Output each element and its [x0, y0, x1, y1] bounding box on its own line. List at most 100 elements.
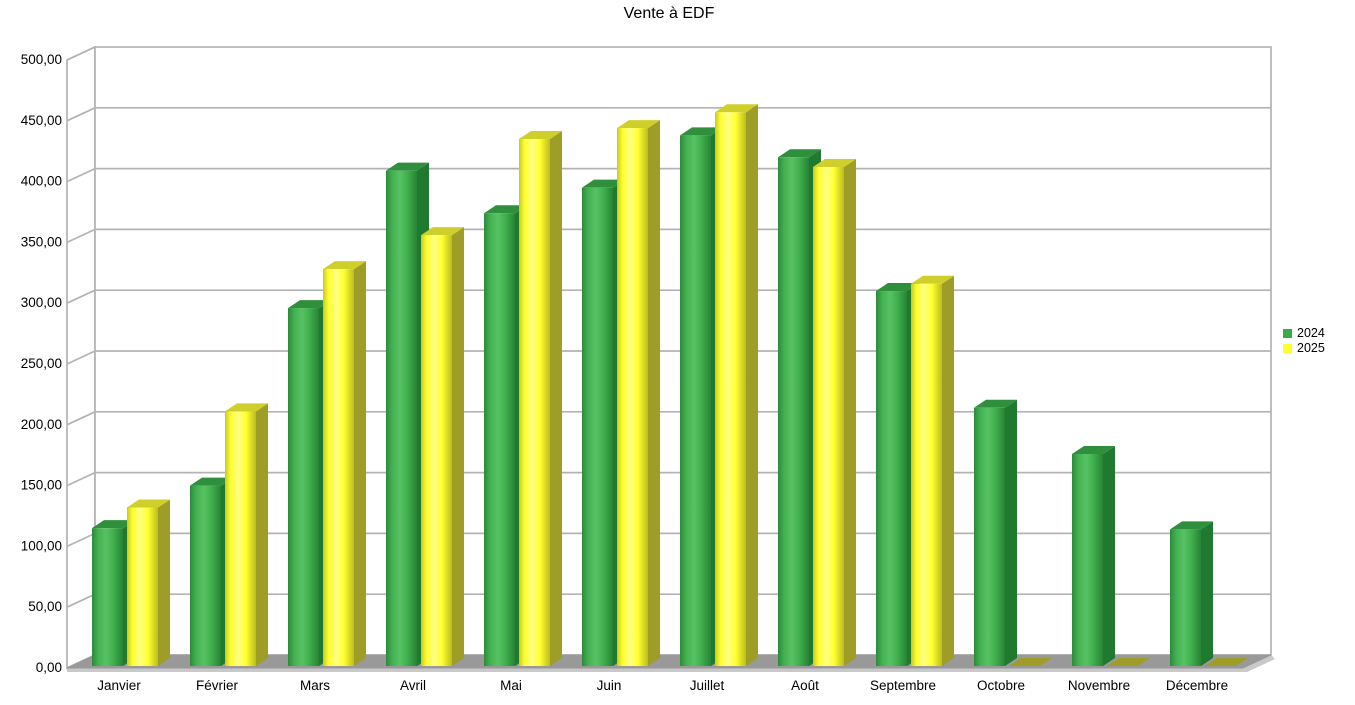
bar-side: [354, 261, 366, 666]
bar-top: [323, 261, 366, 270]
bar-top: [617, 120, 660, 129]
bar-side: [550, 131, 562, 667]
bar-side: [158, 499, 170, 666]
bar-2025-Janvier: [127, 499, 170, 666]
chart-title: Vente à EDF: [623, 5, 715, 22]
x-axis-label: Décembre: [1166, 678, 1228, 693]
bar-side: [1005, 399, 1017, 666]
bar-2025-Avril: [421, 227, 464, 666]
y-axis-label: 400,00: [21, 174, 62, 189]
bar-front: [617, 128, 648, 666]
floor: [67, 655, 1271, 668]
y-axis-label: 350,00: [21, 234, 62, 249]
bar-2025-Décembre: [1205, 658, 1248, 666]
bar-front: [190, 485, 221, 666]
bar-top: [1170, 521, 1213, 530]
y-axis-label: 0,00: [36, 660, 62, 675]
bar-side: [746, 104, 758, 666]
bar-top: [190, 477, 233, 486]
bar-top: [974, 399, 1017, 408]
x-axis-label: Octobre: [977, 678, 1025, 693]
bar-front: [778, 157, 809, 666]
y-tick-line: [66, 471, 96, 487]
bar-front: [421, 235, 452, 666]
x-axis-label: Août: [791, 678, 819, 693]
legend-label-2025: 2025: [1297, 341, 1325, 355]
y-tick-line: [66, 350, 96, 365]
bar-side: [452, 227, 464, 666]
bar-top: [127, 499, 170, 508]
x-axis-label: Juin: [597, 678, 622, 693]
bar-top: [421, 227, 464, 236]
bar-top: [813, 159, 856, 168]
x-axis-label: Janvier: [97, 678, 141, 693]
bar-2025-Août: [813, 159, 856, 666]
bar-front: [813, 167, 844, 666]
y-tick-line: [66, 107, 96, 122]
y-axis-label: 450,00: [21, 113, 62, 128]
bar-2025-Septembre: [911, 275, 954, 666]
bar-2024-Décembre: [1170, 521, 1213, 666]
bar-top: [911, 275, 954, 284]
x-axis-label: Juillet: [690, 678, 725, 693]
bar-zero-top: [1009, 658, 1052, 666]
bar-top: [715, 104, 758, 113]
bar-zero-top: [1107, 658, 1150, 666]
y-tick-line: [66, 411, 96, 426]
x-axis-label: Février: [196, 678, 239, 693]
y-axis-label: 50,00: [28, 599, 62, 614]
bar-2024-Octobre: [974, 399, 1017, 666]
bar-2025-Février: [225, 403, 268, 666]
bar-2024-Novembre: [1072, 445, 1115, 666]
x-axis-label: Avril: [400, 678, 426, 693]
bar-top: [92, 520, 135, 529]
y-tick-line: [66, 532, 96, 548]
legend-item-2025: 2025: [1283, 342, 1325, 354]
bar-front: [519, 139, 550, 667]
bar-zero-top: [1205, 658, 1248, 666]
bar-top: [876, 283, 919, 292]
y-tick-line: [66, 593, 96, 608]
y-axis-label: 500,00: [21, 52, 62, 67]
bar-2025-Novembre: [1107, 658, 1150, 666]
bar-front: [715, 112, 746, 666]
bar-front: [127, 507, 158, 666]
bar-side: [1103, 445, 1115, 666]
bar-front: [1170, 529, 1201, 666]
bar-2025-Juillet: [715, 104, 758, 666]
x-axis-label: Mars: [300, 678, 330, 693]
bar-side: [648, 120, 660, 666]
bar-side: [1201, 521, 1213, 666]
bar-front: [582, 187, 613, 666]
legend-label-2024: 2024: [1297, 326, 1325, 340]
bar-top: [680, 127, 723, 136]
floor-outline: [66, 654, 1272, 669]
x-axis-label: Mai: [500, 678, 522, 693]
y-axis-label: 250,00: [21, 356, 62, 371]
y-tick-line: [66, 167, 96, 183]
bar-top: [484, 205, 527, 214]
bar-front: [386, 170, 417, 666]
x-axis-label: Novembre: [1068, 678, 1130, 693]
bar-top: [386, 162, 429, 171]
y-axis-label: 300,00: [21, 295, 62, 310]
bar-front: [911, 283, 942, 666]
floor-front-edge: [67, 655, 1275, 672]
y-axis-label: 200,00: [21, 417, 62, 432]
chart-legend: 2024 2025: [1283, 327, 1325, 354]
bar-2024-Mai: [484, 205, 527, 666]
y-tick-line: [66, 46, 96, 61]
bar-front: [288, 308, 319, 666]
bar-front: [92, 528, 123, 666]
bar-front: [680, 135, 711, 667]
bar-top: [288, 300, 331, 309]
x-axis-label: Septembre: [870, 678, 936, 693]
y-tick-line: [66, 228, 96, 244]
bar-side: [942, 275, 954, 666]
bar-front: [876, 291, 907, 666]
bar-top: [778, 149, 821, 158]
bar-top: [519, 131, 562, 140]
bar-2025-Juin: [617, 120, 660, 666]
bar-2025-Mars: [323, 261, 366, 666]
